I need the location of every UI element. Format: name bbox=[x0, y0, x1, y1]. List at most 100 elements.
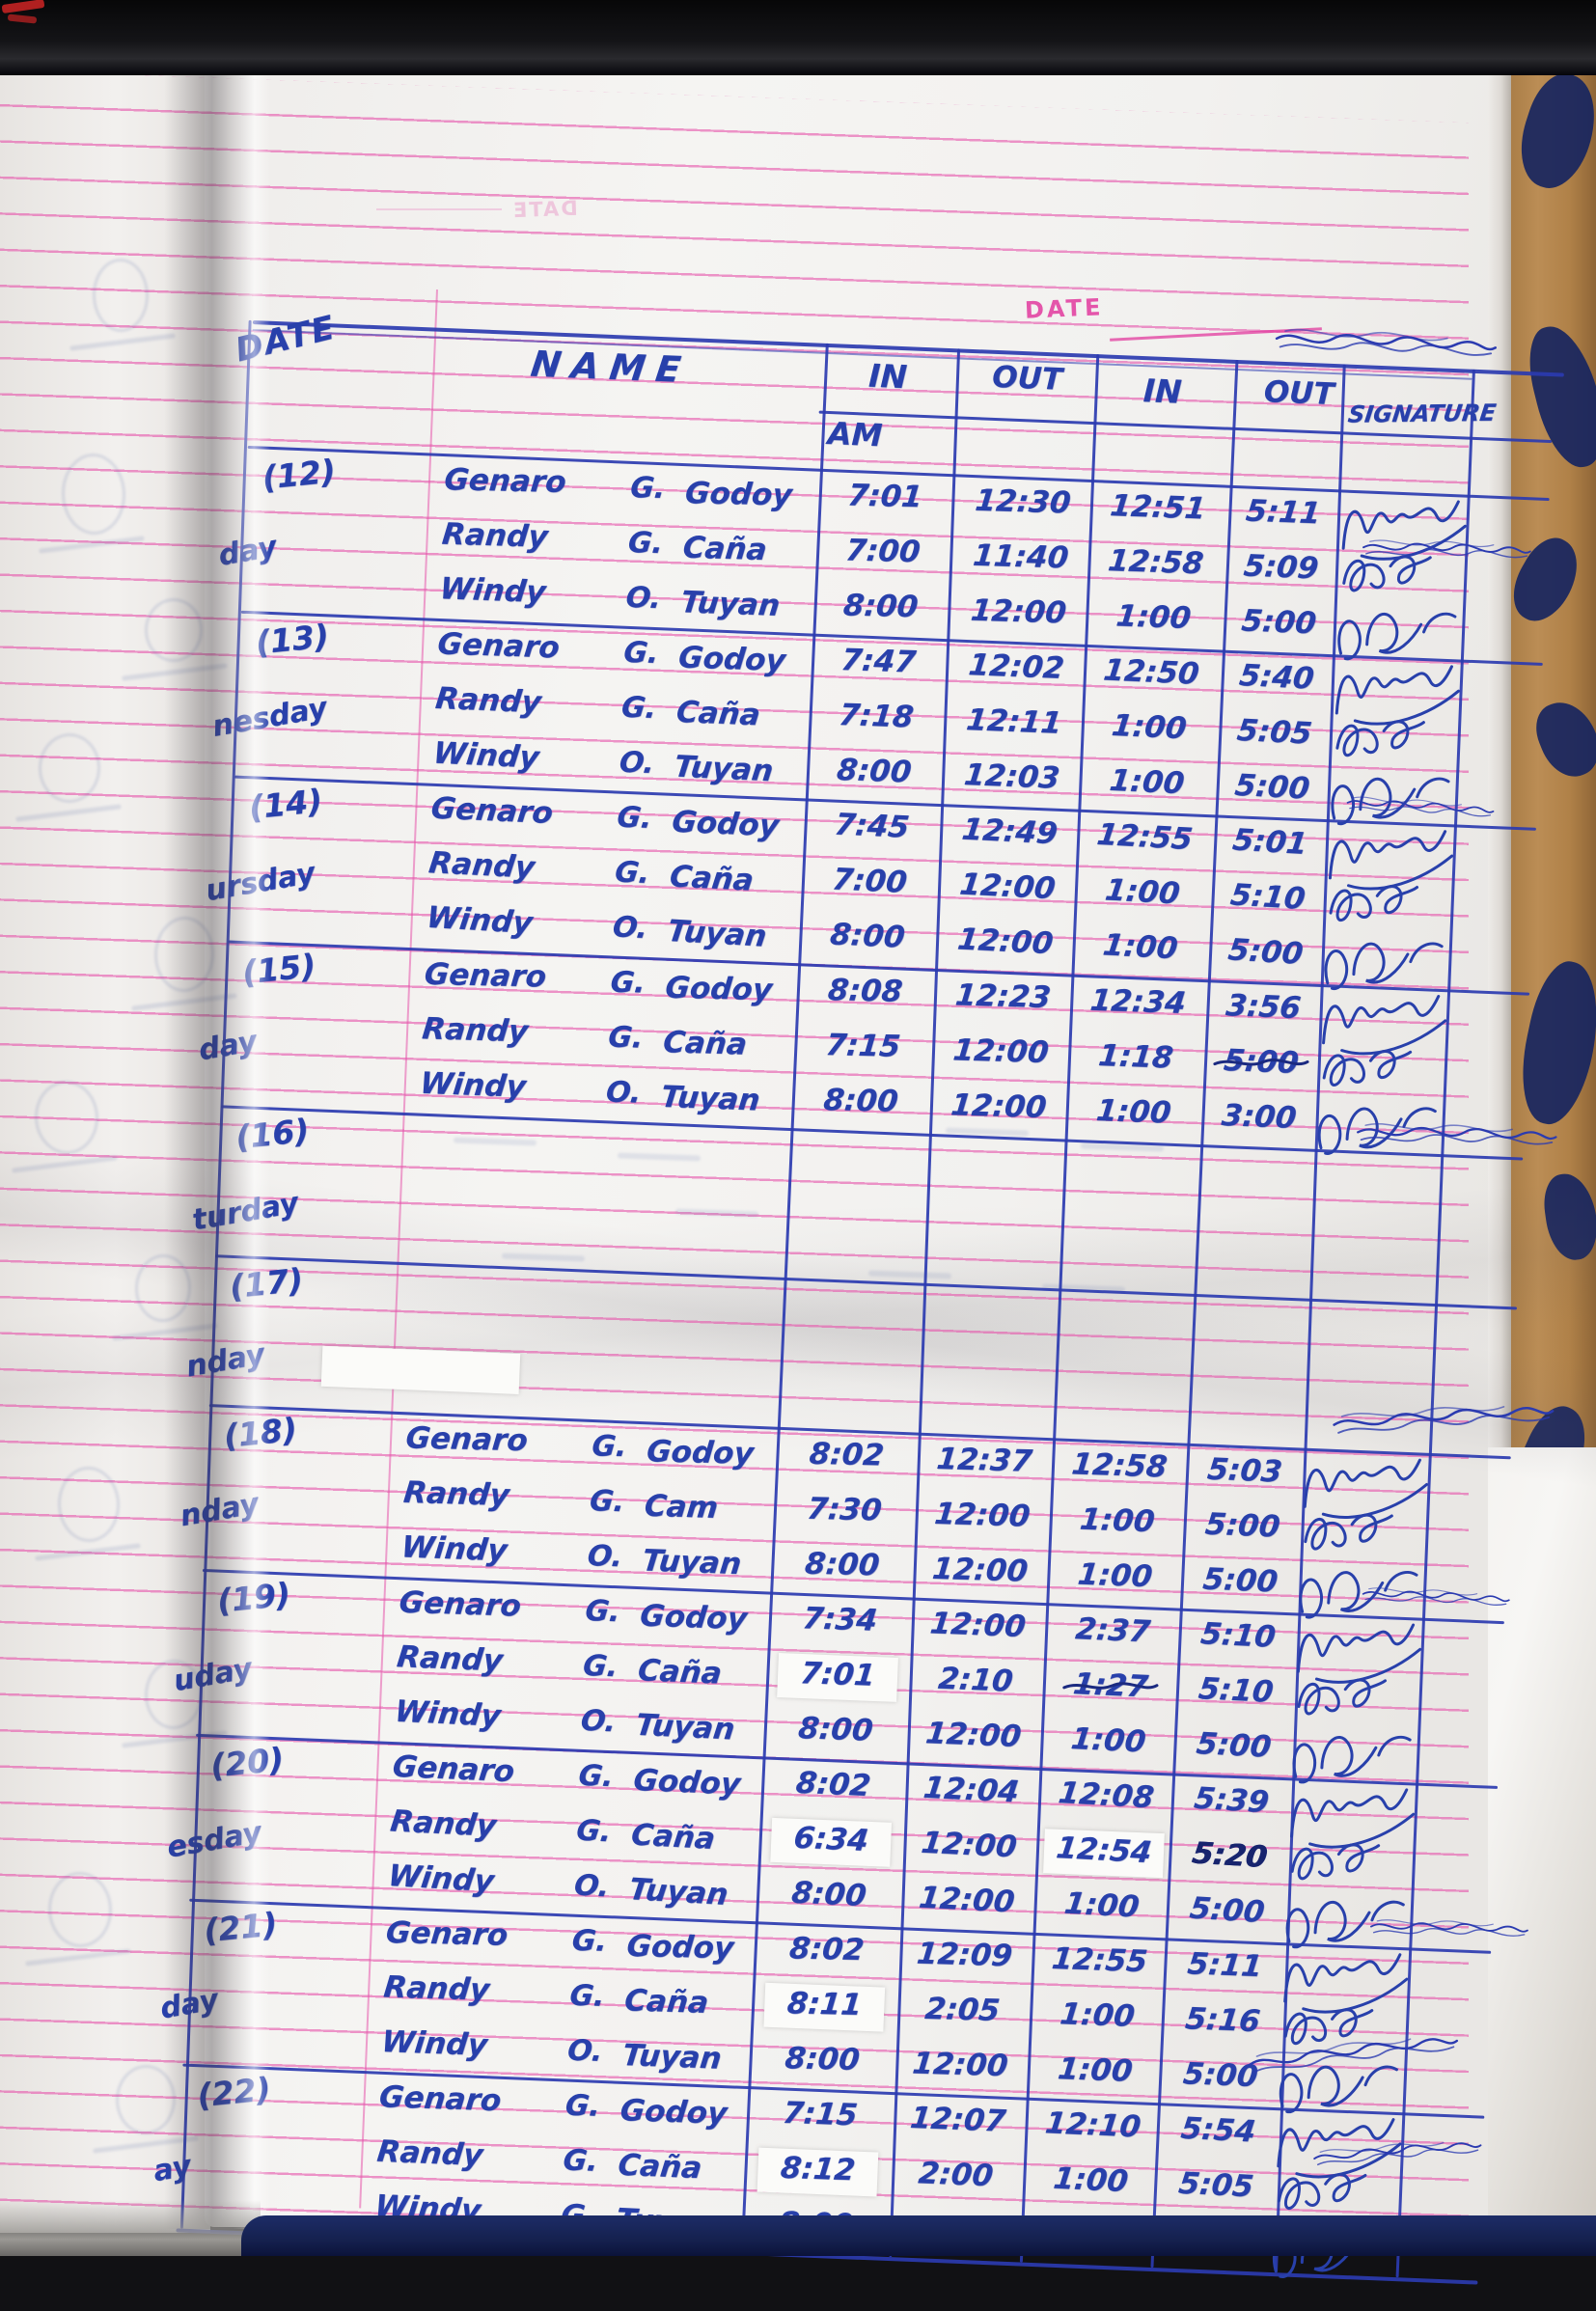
cell-time-in-am: 8:00 bbox=[803, 1546, 881, 1583]
cell-last-name: Caña bbox=[668, 859, 756, 898]
cell-last-name: Tuyan bbox=[659, 1079, 762, 1118]
cell-middle-initial: G. bbox=[628, 471, 667, 506]
cell-middle-initial: O. bbox=[586, 1539, 624, 1575]
cell-last-name: Godoy bbox=[663, 970, 774, 1008]
cell-first-name: Randy bbox=[374, 2133, 485, 2174]
cell-time-out-noon: 12:00 bbox=[957, 867, 1058, 907]
cell-time-out-pm: 5:10 bbox=[1198, 1616, 1278, 1655]
cell-last-name: Caña bbox=[661, 1025, 749, 1062]
cell-time-out-noon: 12:09 bbox=[915, 1936, 1014, 1974]
cell-first-name: Windy bbox=[379, 2024, 489, 2063]
cell-first-name: Genaro bbox=[390, 1748, 516, 1790]
cell-first-name: Windy bbox=[425, 899, 535, 941]
signature-mark bbox=[1273, 1932, 1426, 2033]
cell-middle-initial: G. bbox=[588, 1484, 626, 1520]
cell-time-in-pm: 12:34 bbox=[1088, 982, 1188, 1021]
cell-middle-initial: G. bbox=[570, 1923, 609, 1959]
cell-time-out-pm: 5:11 bbox=[1244, 493, 1323, 532]
cell-time-out-noon: 12:11 bbox=[964, 702, 1064, 741]
cell-time-out-noon: 12:49 bbox=[959, 812, 1059, 852]
cell-middle-initial: G. bbox=[581, 1648, 620, 1685]
ink-scribble bbox=[1345, 793, 1498, 829]
cell-last-name: Tuyan bbox=[620, 2038, 724, 2077]
cell-time-out-noon: 12:00 bbox=[930, 1551, 1030, 1589]
header-name: NAME bbox=[528, 343, 694, 392]
cell-first-name: Windy bbox=[418, 1065, 528, 1105]
cell-time-out-noon: 12:00 bbox=[932, 1496, 1032, 1534]
cell-last-name: Godoy bbox=[670, 804, 781, 844]
cell-middle-initial: O. bbox=[604, 1075, 644, 1111]
cell-middle-initial: O. bbox=[565, 2033, 605, 2069]
bottom-cover-strip bbox=[241, 2215, 1596, 2256]
cell-time-in-pm: 1:00 bbox=[1056, 2051, 1135, 2089]
signature-mark bbox=[1307, 1084, 1451, 1178]
cell-middle-initial: O. bbox=[623, 580, 663, 617]
cell-time-out-pm: 5:00 bbox=[1203, 1506, 1282, 1545]
cell-last-name: Tuyan bbox=[672, 749, 776, 789]
cell-time-out-noon: 12:00 bbox=[955, 922, 1056, 962]
cell-time-out-noon: 12:37 bbox=[935, 1442, 1034, 1479]
cell-time-in-am: 8:12 bbox=[779, 2150, 857, 2188]
signature-mark bbox=[1317, 865, 1441, 949]
cell-time-out-pm: 5:10 bbox=[1197, 1671, 1276, 1710]
cell-last-name: Godoy bbox=[619, 2093, 729, 2132]
signature-mark bbox=[1279, 1823, 1402, 1907]
signature-mark bbox=[1289, 1547, 1433, 1641]
cell-time-in-pm: 12:08 bbox=[1056, 1775, 1156, 1816]
cell-first-name: Randy bbox=[433, 680, 543, 721]
cell-time-in-am: 7:01 bbox=[798, 1656, 877, 1693]
cell-last-name: Caña bbox=[622, 1983, 710, 2021]
day-number: (12) bbox=[260, 452, 338, 497]
cell-middle-initial: O. bbox=[571, 1868, 612, 1905]
cell-first-name: Windy bbox=[386, 1858, 496, 1900]
signature-mark bbox=[1286, 1602, 1440, 1703]
signature-mark bbox=[1310, 1029, 1434, 1113]
showthrough-date-label: DATE bbox=[510, 196, 579, 223]
cell-time-in-pm: 1:00 bbox=[1100, 927, 1180, 967]
cell-time-out-pm: 5:09 bbox=[1242, 548, 1321, 587]
signature-mark bbox=[1280, 1767, 1433, 1868]
cell-time-in-am: 7:47 bbox=[839, 643, 918, 680]
cell-time-in-am: 7:01 bbox=[845, 478, 924, 515]
cell-first-name: Windy bbox=[438, 571, 548, 611]
scanner-top-edge bbox=[0, 0, 1596, 75]
header-am-sub: AM bbox=[827, 415, 884, 454]
cell-time-out-pm: 3:56 bbox=[1224, 988, 1303, 1027]
cell-time-out-noon: 2:10 bbox=[936, 1661, 1015, 1699]
cell-last-name: Tuyan bbox=[633, 1707, 737, 1747]
cell-time-out-noon: 12:23 bbox=[953, 977, 1053, 1016]
cell-last-name: Godoy bbox=[631, 1762, 742, 1802]
cell-middle-initial: G. bbox=[621, 635, 661, 671]
cell-time-in-pm: 12:58 bbox=[1069, 1446, 1169, 1485]
cell-first-name: Randy bbox=[388, 1803, 498, 1844]
cell-first-name: Genaro bbox=[397, 1584, 523, 1624]
cell-first-name: Randy bbox=[420, 1011, 530, 1050]
cell-time-out-pm: 5:20 bbox=[1190, 1835, 1269, 1876]
cell-time-out-pm: 5:16 bbox=[1183, 2001, 1262, 2040]
cell-time-out-noon: 12:07 bbox=[908, 2100, 1008, 2139]
header-signature: SIGNATURE bbox=[1346, 399, 1498, 428]
signature-mark bbox=[1328, 589, 1472, 683]
cell-time-out-pm: 5:05 bbox=[1176, 2165, 1255, 2205]
cell-middle-initial: G. bbox=[613, 855, 652, 892]
cell-first-name: Randy bbox=[381, 1969, 491, 2008]
signature-mark bbox=[1276, 1877, 1419, 1971]
cell-time-out-pm: 5:39 bbox=[1192, 1780, 1272, 1821]
ink-scribble bbox=[1361, 1584, 1513, 1618]
signature-mark bbox=[1265, 2152, 1389, 2236]
cell-first-name: Randy bbox=[401, 1474, 511, 1514]
cell-time-in-pm: 1:00 bbox=[1103, 872, 1182, 912]
signature-mark bbox=[1269, 2042, 1413, 2136]
cell-middle-initial: G. bbox=[609, 965, 647, 1001]
signature-mark bbox=[1314, 919, 1458, 1013]
cell-time-out-pm: 3:00 bbox=[1220, 1098, 1299, 1136]
signature-mark bbox=[1311, 973, 1465, 1074]
cell-time-in-pm: 1:00 bbox=[1051, 2160, 1130, 2200]
signature-mark bbox=[1325, 644, 1478, 745]
ink-scribble bbox=[1355, 1119, 1561, 1161]
cell-time-out-noon: 2:05 bbox=[923, 1991, 1002, 2028]
signature-mark bbox=[1321, 754, 1465, 848]
signature-mark bbox=[1285, 1658, 1409, 1742]
ink-scribble bbox=[1247, 2032, 1465, 2083]
cell-last-name: Caña bbox=[681, 530, 769, 568]
